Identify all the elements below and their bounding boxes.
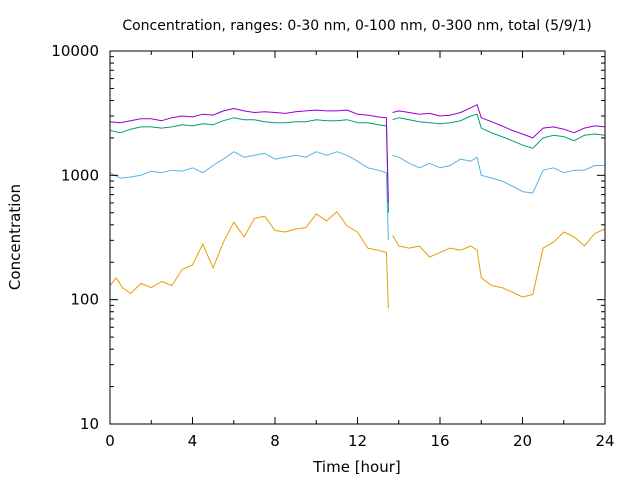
x-tick-label: 4 (188, 432, 198, 450)
x-tick-label: 16 (430, 432, 449, 450)
plot-frame (109, 50, 606, 425)
chart-title: Concentration, ranges: 0-30 nm, 0-100 nm… (122, 18, 591, 34)
x-tick-label: 0 (105, 432, 115, 450)
series-line-1 (109, 211, 606, 309)
x-tick-label: 20 (513, 432, 532, 450)
series-line-4 (109, 104, 606, 203)
y-tick-label: 1000 (61, 166, 99, 184)
x-axis-label: Time [hour] (312, 458, 401, 476)
x-tick-label: 24 (595, 432, 614, 450)
series-line-2 (109, 151, 605, 241)
axes-layer: 0 4 8 12 16 20 24 10 100 1000 10000 (51, 42, 614, 450)
series-line-3 (109, 113, 606, 213)
y-axis-label: Concentration (6, 184, 24, 290)
x-tick-label: 12 (348, 432, 367, 450)
y-tick-label: 10 (80, 415, 99, 433)
series-layer (109, 104, 606, 309)
y-tick-label: 100 (70, 291, 99, 309)
y-tick-label: 10000 (51, 42, 99, 60)
x-tick-label: 8 (270, 432, 280, 450)
